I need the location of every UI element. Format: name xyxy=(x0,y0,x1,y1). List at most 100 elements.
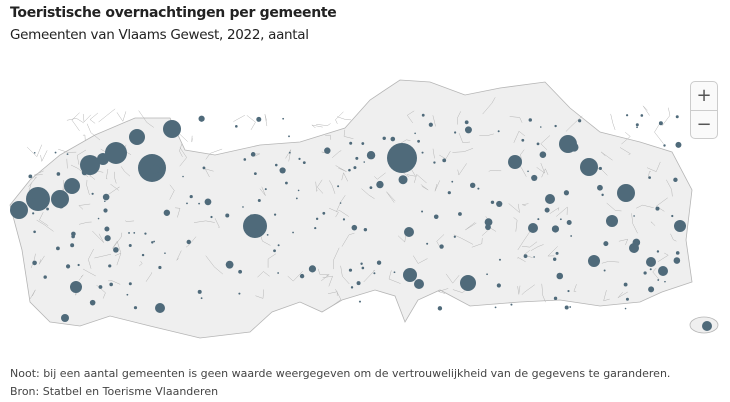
municipality-bubble[interactable] xyxy=(128,282,132,286)
municipality-bubble[interactable] xyxy=(403,268,417,282)
municipality-bubble[interactable] xyxy=(454,131,457,134)
municipality-bubble[interactable] xyxy=(264,188,267,191)
municipality-bubble[interactable] xyxy=(322,211,326,215)
municipality-bubble[interactable] xyxy=(580,158,598,176)
municipality-bubble[interactable] xyxy=(508,155,522,169)
municipality-bubble[interactable] xyxy=(486,273,488,276)
municipality-bubble[interactable] xyxy=(358,300,361,303)
municipality-bubble[interactable] xyxy=(257,199,261,203)
municipality-bubble[interactable] xyxy=(41,190,46,194)
municipality-bubble[interactable] xyxy=(65,264,71,269)
municipality-bubble[interactable] xyxy=(636,126,638,129)
municipality-bubble[interactable] xyxy=(421,113,425,117)
municipality-bubble[interactable] xyxy=(433,214,439,220)
municipality-bubble[interactable] xyxy=(673,257,681,264)
municipality-bubble[interactable] xyxy=(337,185,340,188)
municipality-bubble[interactable] xyxy=(104,200,106,203)
municipality-bubble[interactable] xyxy=(553,296,558,301)
municipality-bubble[interactable] xyxy=(376,180,384,189)
municipality-bubble[interactable] xyxy=(635,123,639,127)
municipality-bubble[interactable] xyxy=(242,206,244,208)
municipality-bubble[interactable] xyxy=(539,151,547,159)
municipality-bubble[interactable] xyxy=(202,166,206,170)
municipality-bubble[interactable] xyxy=(656,250,660,253)
municipality-bubble[interactable] xyxy=(302,161,306,165)
municipality-bubble[interactable] xyxy=(235,125,238,128)
municipality-bubble[interactable] xyxy=(551,225,560,233)
municipality-bubble[interactable] xyxy=(254,228,258,233)
municipality-bubble[interactable] xyxy=(253,172,257,176)
municipality-bubble[interactable] xyxy=(128,232,130,234)
municipality-bubble[interactable] xyxy=(598,166,602,171)
municipality-bubble[interactable] xyxy=(91,192,94,195)
municipality-bubble[interactable] xyxy=(282,117,285,120)
municipality-bubble[interactable] xyxy=(603,269,606,272)
municipality-bubble[interactable] xyxy=(564,305,569,310)
municipality-bubble[interactable] xyxy=(126,293,129,296)
municipality-bubble[interactable] xyxy=(89,299,96,306)
municipality-bubble[interactable] xyxy=(649,268,652,271)
municipality-bubble[interactable] xyxy=(361,266,365,270)
municipality-bubble[interactable] xyxy=(673,177,678,183)
municipality-bubble[interactable] xyxy=(373,272,376,275)
municipality-bubble[interactable] xyxy=(414,279,424,289)
municipality-bubble[interactable] xyxy=(356,281,361,286)
municipality-bubble[interactable] xyxy=(32,212,35,215)
municipality-bubble[interactable] xyxy=(510,303,513,306)
bubble-map[interactable] xyxy=(0,60,730,360)
municipality-bubble[interactable] xyxy=(428,122,433,127)
municipality-bubble[interactable] xyxy=(314,226,317,230)
municipality-bubble[interactable] xyxy=(57,201,65,209)
municipality-bubble[interactable] xyxy=(477,187,480,190)
municipality-bubble[interactable] xyxy=(623,282,628,287)
municipality-bubble[interactable] xyxy=(393,271,396,274)
municipality-bubble[interactable] xyxy=(521,138,525,142)
zoom-in-button[interactable]: + xyxy=(696,85,712,106)
municipality-bubble[interactable] xyxy=(189,194,193,199)
municipality-bubble[interactable] xyxy=(382,136,386,140)
municipality-bubble[interactable] xyxy=(554,124,557,128)
municipality-bubble[interactable] xyxy=(528,223,538,233)
municipality-bubble[interactable] xyxy=(657,279,660,281)
municipality-bubble[interactable] xyxy=(277,272,280,274)
municipality-bubble[interactable] xyxy=(274,163,278,167)
municipality-bubble[interactable] xyxy=(603,241,609,247)
municipality-bubble[interactable] xyxy=(26,187,50,211)
municipality-bubble[interactable] xyxy=(497,130,500,133)
municipality-bubble[interactable] xyxy=(141,253,145,257)
municipality-bubble[interactable] xyxy=(464,126,472,134)
municipality-bubble[interactable] xyxy=(288,135,290,138)
municipality-bubble[interactable] xyxy=(243,214,267,238)
municipality-bubble[interactable] xyxy=(675,141,682,148)
municipality-bubble[interactable] xyxy=(155,303,165,313)
municipality-bubble[interactable] xyxy=(350,286,354,289)
municipality-bubble[interactable] xyxy=(32,260,37,266)
municipality-bubble[interactable] xyxy=(299,273,305,279)
municipality-bubble[interactable] xyxy=(104,235,111,242)
municipality-bubble[interactable] xyxy=(81,169,88,176)
municipality-bubble[interactable] xyxy=(552,257,557,261)
municipality-bubble[interactable] xyxy=(646,257,656,267)
municipality-bubble[interactable] xyxy=(663,144,666,147)
municipality-bubble[interactable] xyxy=(643,271,647,275)
municipality-bubble[interactable] xyxy=(464,120,469,125)
municipality-bubble[interactable] xyxy=(164,252,166,254)
municipality-bubble[interactable] xyxy=(51,190,69,208)
municipality-bubble[interactable] xyxy=(182,175,184,178)
municipality-bubble[interactable] xyxy=(33,230,36,234)
municipality-bubble[interactable] xyxy=(390,136,396,142)
municipality-bubble[interactable] xyxy=(675,115,679,119)
municipality-bubble[interactable] xyxy=(46,207,49,211)
municipality-bubble[interactable] xyxy=(617,184,635,202)
municipality-bubble[interactable] xyxy=(77,263,80,267)
municipality-bubble[interactable] xyxy=(624,307,627,310)
municipality-bubble[interactable] xyxy=(498,258,501,261)
municipality-bubble[interactable] xyxy=(102,193,110,201)
municipality-bubble[interactable] xyxy=(61,314,69,322)
municipality-bubble[interactable] xyxy=(186,239,191,245)
municipality-bubble[interactable] xyxy=(417,139,420,143)
municipality-bubble[interactable] xyxy=(105,142,127,164)
municipality-bubble[interactable] xyxy=(163,120,181,138)
municipality-bubble[interactable] xyxy=(295,197,298,200)
municipality-bubble[interactable] xyxy=(104,226,110,232)
